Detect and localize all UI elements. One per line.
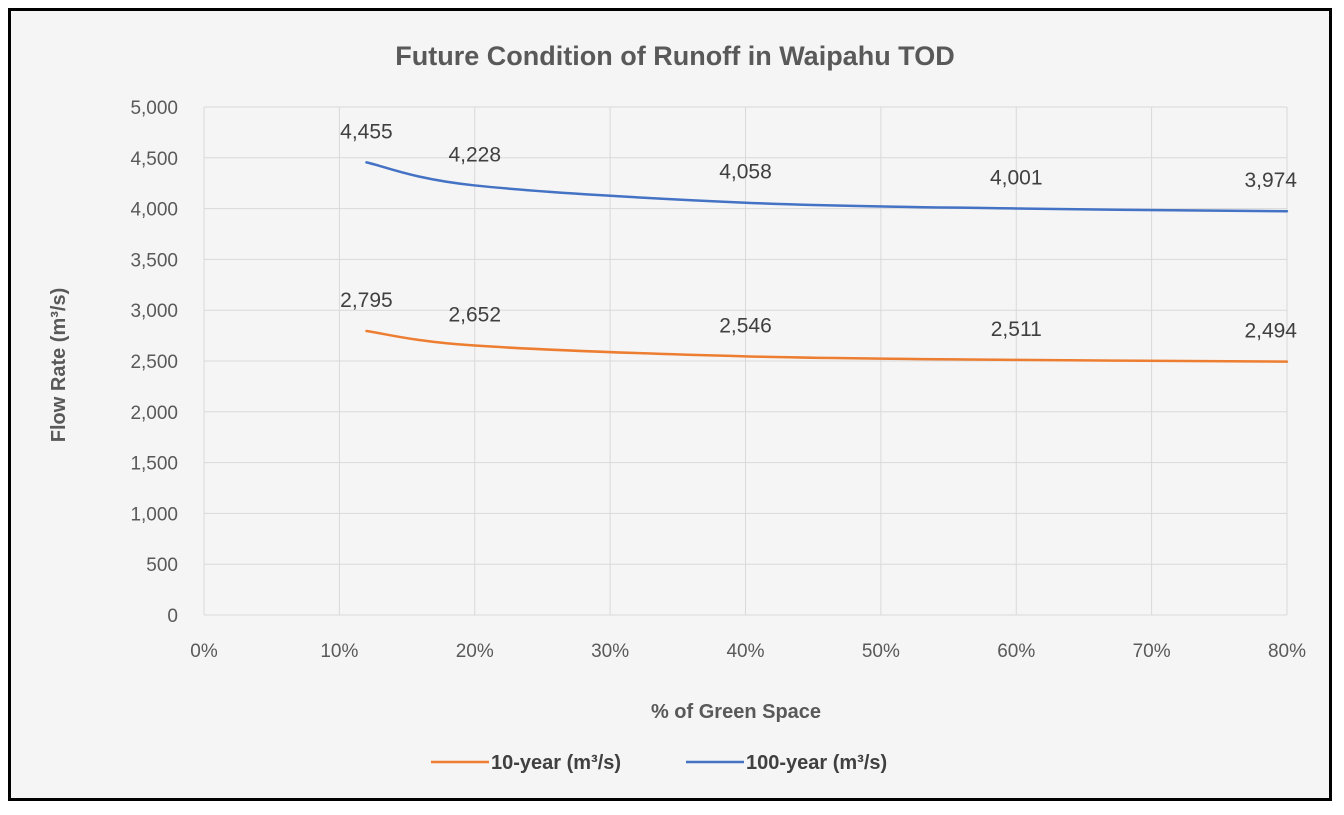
x-tick-label: 40% bbox=[726, 641, 764, 662]
data-label: 4,228 bbox=[448, 143, 501, 166]
legend-item-100-year: 100-year (m³/s) bbox=[686, 752, 887, 774]
data-label: 2,546 bbox=[719, 314, 772, 337]
data-label: 2,511 bbox=[991, 318, 1042, 341]
x-tick-label: 80% bbox=[1268, 641, 1306, 662]
y-tick-label: 3,500 bbox=[130, 250, 178, 271]
y-tick-label: 1,000 bbox=[130, 504, 178, 525]
data-labels: 2,795 2,652 2,546 2,511 2,494 4,455 4,228 4,058… bbox=[340, 120, 1297, 342]
y-tick-label: 500 bbox=[146, 555, 178, 576]
x-tick-label: 30% bbox=[591, 641, 629, 662]
legend-label: 100-year (m³/s) bbox=[746, 752, 887, 774]
x-tick-label: 60% bbox=[997, 641, 1035, 662]
legend-item-10-year: 10-year (m³/s) bbox=[431, 752, 621, 774]
y-tick-label: 5,000 bbox=[130, 98, 178, 119]
series-lines bbox=[365, 161, 1289, 363]
legend-label: 10-year (m³/s) bbox=[491, 752, 621, 774]
chart-frame: 0 500 1,000 1,500 2,000 2,500 3,000 3,500 4,000 4… bbox=[8, 8, 1332, 801]
legend: 10-year (m³/s) 100-year (m³/s) bbox=[431, 752, 887, 774]
x-tick-label: 70% bbox=[1133, 641, 1171, 662]
x-tick-label: 10% bbox=[320, 641, 358, 662]
y-tick-label: 3,000 bbox=[130, 301, 178, 322]
y-axis-title: Flow Rate (m³/s) bbox=[48, 288, 70, 442]
data-label: 4,455 bbox=[340, 120, 393, 143]
series-line-100-year bbox=[365, 161, 1289, 213]
x-tick-label: 20% bbox=[456, 641, 494, 662]
x-tick-label: 50% bbox=[862, 641, 900, 662]
data-label: 2,795 bbox=[340, 289, 393, 312]
y-tick-label: 0 bbox=[167, 606, 178, 627]
data-label: 2,652 bbox=[448, 304, 501, 327]
y-tick-label: 4,000 bbox=[130, 200, 178, 221]
data-label: 3,974 bbox=[1244, 169, 1297, 192]
series-line-10-year bbox=[365, 329, 1289, 363]
data-label: 4,001 bbox=[990, 166, 1043, 189]
x-axis-title: % of Green Space bbox=[651, 701, 821, 723]
y-tick-label: 1,500 bbox=[130, 454, 178, 475]
data-label: 4,058 bbox=[719, 161, 772, 184]
chart-title: Future Condition of Runoff in Waipahu TO… bbox=[395, 41, 954, 71]
x-tick-label: 0% bbox=[190, 641, 218, 662]
axis-ticks: 0 500 1,000 1,500 2,000 2,500 3,000 3,500 4,000 4… bbox=[130, 98, 1306, 662]
y-tick-label: 2,000 bbox=[130, 403, 178, 424]
y-tick-label: 4,500 bbox=[130, 149, 178, 170]
data-label: 2,494 bbox=[1244, 320, 1297, 343]
y-tick-label: 2,500 bbox=[130, 352, 178, 373]
chart: 0 500 1,000 1,500 2,000 2,500 3,000 3,500 4,000 4… bbox=[48, 41, 1306, 774]
